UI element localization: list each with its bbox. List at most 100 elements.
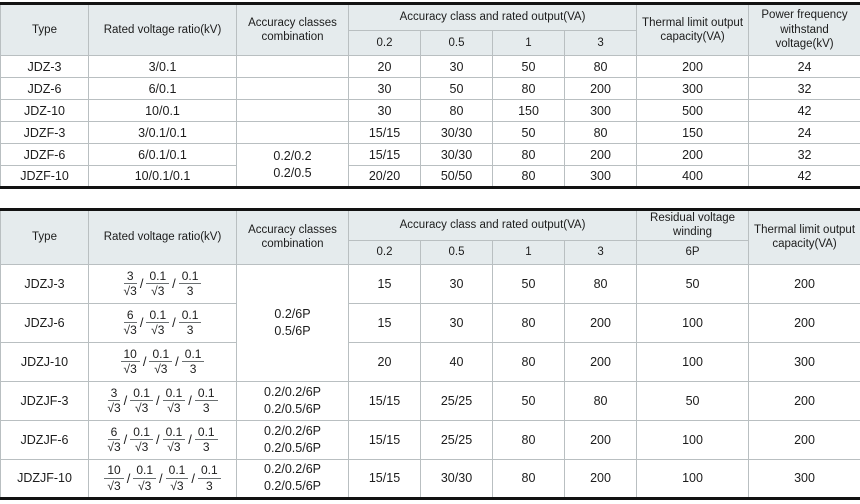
fraction: 0.1 √3 — [165, 464, 189, 492]
fraction-separator: / — [139, 276, 144, 292]
fraction: 0.1 √3 — [146, 309, 170, 337]
cell-type: JDZF-6 — [0, 143, 89, 166]
cell-output-1: 80 — [492, 458, 565, 499]
fraction-separator: / — [172, 276, 176, 292]
cell-thermal: 400 — [636, 165, 750, 188]
cell-output-0.2: 15/15 — [348, 419, 421, 460]
fraction: 10 √3 — [120, 348, 140, 376]
cell-power-frequency: 42 — [748, 99, 860, 122]
cell-type: JDZJ-10 — [0, 341, 89, 382]
cell-output-3: 200 — [563, 143, 638, 166]
cell-type: JDZF-10 — [0, 165, 89, 188]
cell-output-1: 80 — [492, 302, 565, 343]
col-header-class-0.5: 0.5 — [420, 239, 493, 265]
cell-thermal: 300 — [636, 77, 750, 100]
cell-output-0.2: 15 — [348, 263, 421, 304]
jdzj-spec-table: Type Rated voltage ratio(kV) Accuracy cl… — [0, 208, 860, 500]
cell-output-0.5: 50 — [420, 77, 493, 100]
table-row: JDZ-10 10/0.1 30 80 150 300 500 42 — [0, 99, 860, 122]
cell-output-0.5: 50/50 — [420, 165, 493, 188]
cell-type: JDZJ-6 — [0, 302, 89, 343]
cell-ratio: 6/0.1 — [88, 77, 237, 100]
cell-combination: 0.2/0.2/6P 0.2/0.5/6P — [236, 380, 349, 421]
fraction-separator: / — [172, 315, 176, 331]
cell-output-3: 300 — [563, 99, 638, 122]
fraction: 0.1 3 — [194, 387, 218, 415]
cell-output-0.5: 30 — [420, 263, 493, 304]
cell-output-1: 50 — [492, 55, 565, 78]
cell-power-frequency: 32 — [748, 77, 860, 100]
cell-output-0.2: 30 — [348, 99, 421, 122]
cell-output-3: 200 — [563, 77, 638, 100]
cell-thermal: 200 — [748, 419, 860, 460]
fraction: 0.1 3 — [181, 348, 205, 376]
cell-ratio: 6 √3/0.1 √3/0.1 3 — [88, 302, 237, 343]
cell-output-0.2: 20 — [348, 341, 421, 382]
cell-ratio: 10/0.1 — [88, 99, 237, 122]
cell-type: JDZ-3 — [0, 55, 89, 78]
cell-power-frequency: 24 — [748, 55, 860, 78]
cell-ratio: 10/0.1/0.1 — [88, 165, 237, 188]
cell-thermal: 200 — [748, 263, 860, 304]
cell-thermal: 200 — [748, 302, 860, 343]
fraction-separator: / — [142, 354, 147, 370]
fraction: 6 √3 — [107, 424, 121, 455]
fraction: 0.1 3 — [194, 426, 218, 454]
fraction: 0.1 √3 — [130, 387, 153, 415]
combination-line: 0.2/0.5/6P — [264, 479, 321, 494]
fraction: 0.1 √3 — [162, 387, 186, 415]
col-header-type: Type — [0, 3, 89, 56]
cell-residual-6p: 100 — [636, 341, 750, 382]
col-header-accuracy-combination: Accuracy classes combination — [236, 209, 349, 265]
col-header-thermal-limit: Thermal limit output capacity(VA) — [748, 209, 860, 265]
table-row: JDZF-6 6/0.1/0.1 0.2/0.2 0.2/0.5 15/15 3… — [0, 143, 860, 188]
table-row: JDZF-3 3/0.1/0.1 15/15 30/30 50 80 150 2… — [0, 121, 860, 144]
cell-output-0.2: 15/15 — [348, 380, 421, 421]
col-header-class-0.2: 0.2 — [348, 239, 421, 265]
fraction: 0.1 √3 — [146, 270, 170, 298]
cell-ratio: 6 √3/0.1 √3/0.1 √3/0.1 3 — [88, 419, 237, 460]
cell-output-1: 80 — [492, 341, 565, 382]
cell-output-0.2: 20 — [348, 55, 421, 78]
cell-output-0.2: 20/20 — [348, 165, 421, 188]
jdz-spec-table: Type Rated voltage ratio(kV) Accuracy cl… — [0, 2, 860, 189]
cell-power-frequency: 42 — [748, 165, 860, 188]
cell-output-3: 80 — [563, 55, 638, 78]
fraction-separator: / — [123, 432, 128, 448]
cell-output-0.5: 30 — [420, 302, 493, 343]
cell-ratio: 10 √3/0.1 √3/0.1 √3/0.1 3 — [88, 458, 237, 499]
combination-line: 0.2/0.2/6P — [264, 423, 321, 438]
cell-output-3: 300 — [563, 165, 638, 188]
cell-output-0.2: 15 — [348, 302, 421, 343]
fraction: 3 √3 — [123, 268, 137, 299]
cell-output-0.2: 15/15 — [348, 458, 421, 499]
fraction: 0.1 √3 — [149, 348, 173, 376]
col-header-class-1: 1 — [492, 239, 565, 265]
table-row: JDZJ-10 10 √3/0.1 √3/0.1 3 20 40 80 200 100… — [0, 341, 860, 382]
fraction: 0.1 √3 — [133, 464, 157, 492]
col-header-class-3: 3 — [563, 239, 638, 265]
combination-line: 0.2/0.2/6P — [264, 462, 321, 477]
cell-output-0.5: 30/30 — [420, 458, 493, 499]
col-header-rated-voltage-ratio: Rated voltage ratio(kV) — [88, 209, 237, 265]
col-header-class-1: 1 — [492, 30, 565, 56]
cell-combination-merged: 0.2/6P 0.5/6P — [236, 263, 349, 382]
cell-ratio: 3/0.1 — [88, 55, 237, 78]
combination-line: 0.2/0.5/6P — [264, 401, 321, 416]
cell-type: JDZJF-3 — [0, 380, 89, 421]
cell-output-0.5: 30/30 — [420, 143, 493, 166]
col-header-class-3: 3 — [563, 30, 638, 56]
cell-output-1: 80 — [492, 77, 565, 100]
cell-ratio: 10 √3/0.1 √3/0.1 3 — [88, 341, 237, 382]
cell-output-0.2: 30 — [348, 77, 421, 100]
cell-combination-empty — [236, 55, 349, 78]
cell-residual-6p: 100 — [636, 302, 750, 343]
combination-line: 0.2/0.5 — [273, 166, 312, 180]
fraction: 0.1 √3 — [130, 426, 153, 454]
combination-line: 0.2/0.5/6P — [264, 440, 321, 455]
combination-line: 0.2/0.2/6P — [264, 384, 321, 399]
cell-output-3: 200 — [563, 302, 638, 343]
cell-type: JDZ-10 — [0, 99, 89, 122]
header-row-sub: 0.2 0.5 1 3 — [1, 30, 860, 56]
